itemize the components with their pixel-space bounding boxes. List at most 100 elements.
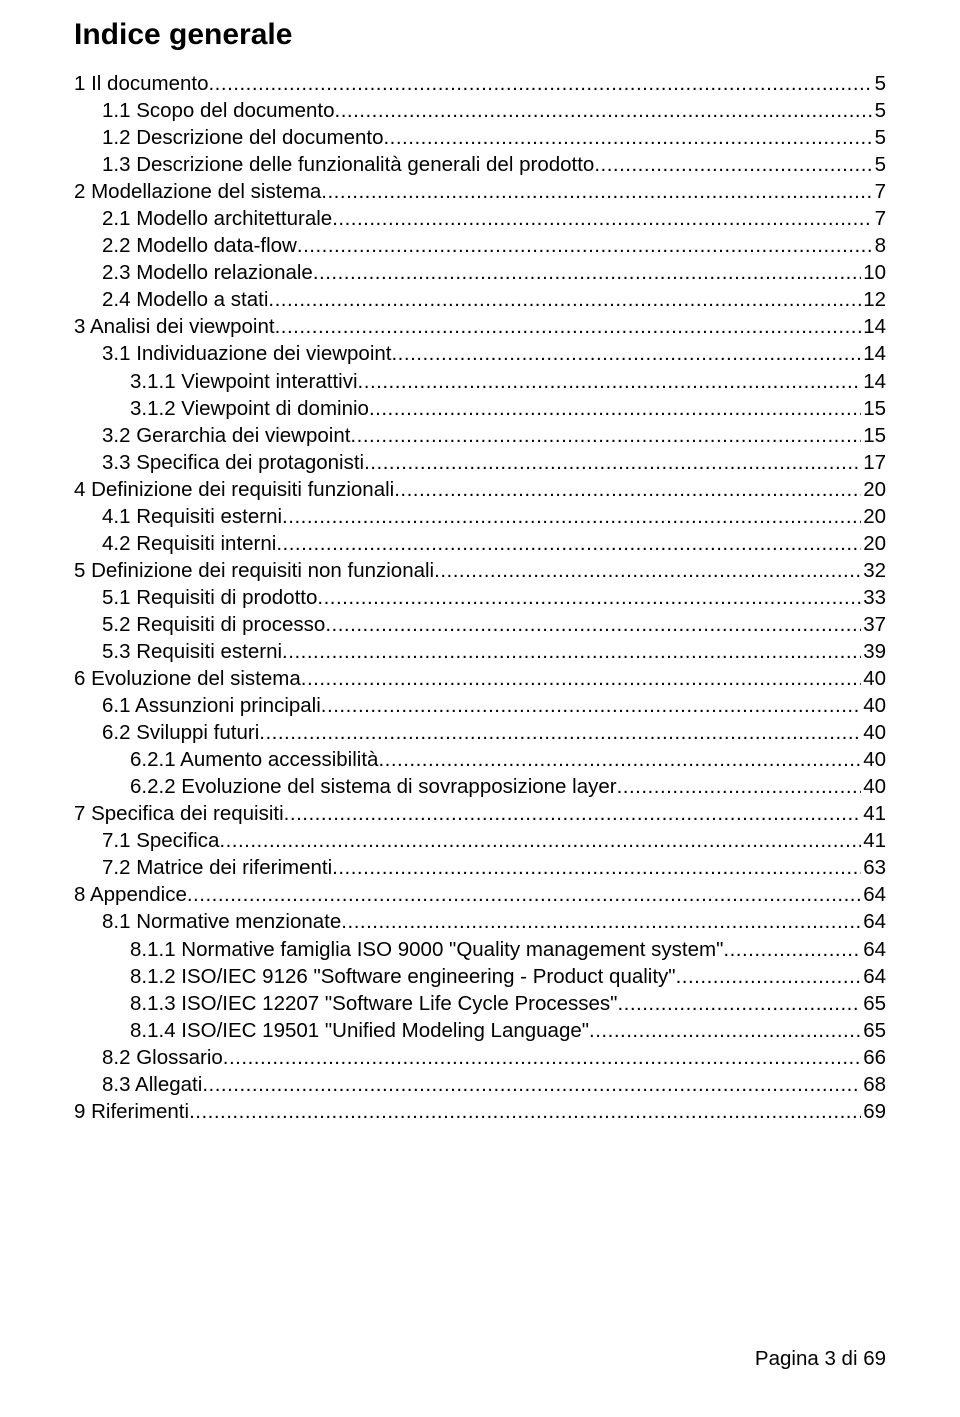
toc-entry-page: 40: [861, 665, 886, 692]
toc-entry-page: 20: [861, 503, 886, 530]
toc-entry-leader: [676, 963, 862, 990]
toc-entry-label: 3 Analisi dei viewpoint: [74, 313, 275, 340]
toc-entry-page: 41: [861, 827, 886, 854]
toc-entry-page: 64: [861, 936, 886, 963]
toc-entry-leader: [335, 97, 873, 124]
toc-entry: 6.2.1 Aumento accessibilità40: [74, 746, 886, 773]
toc-entry-page: 64: [861, 963, 886, 990]
toc-entry-leader: [350, 422, 861, 449]
toc-entry-label: 8.1.1 Normative famiglia ISO 9000 "Quali…: [130, 936, 723, 963]
toc-entry-label: 7.1 Specifica: [102, 827, 219, 854]
toc-entry: 2.2 Modello data-flow8: [74, 232, 886, 259]
toc-entry-leader: [369, 395, 861, 422]
page-footer: Pagina 3 di 69: [755, 1347, 886, 1371]
toc-entry: 4.1 Requisiti esterni 20: [74, 503, 886, 530]
toc-entry-leader: [223, 1044, 861, 1071]
toc-entry: 4.2 Requisiti interni 20: [74, 530, 886, 557]
toc-entry: 3 Analisi dei viewpoint 14: [74, 313, 886, 340]
toc-entry-label: 1.3 Descrizione delle funzionalità gener…: [102, 151, 594, 178]
toc-entry-leader: [589, 1017, 861, 1044]
toc-entry-page: 17: [861, 449, 886, 476]
toc-entry-label: 8.2 Glossario: [102, 1044, 223, 1071]
toc-entry-leader: [189, 1098, 861, 1125]
toc-entry: 2.3 Modello relazionale10: [74, 259, 886, 286]
toc-entry-leader: [297, 232, 873, 259]
toc-entry: 2.4 Modello a stati 12: [74, 286, 886, 313]
toc-entry: 5 Definizione dei requisiti non funziona…: [74, 557, 886, 584]
toc-entry-page: 64: [861, 881, 886, 908]
toc-entry-page: 39: [861, 638, 886, 665]
toc-entry-page: 69: [861, 1098, 886, 1125]
toc-entry: 3.1 Individuazione dei viewpoint14: [74, 340, 886, 367]
toc-entry-page: 41: [861, 800, 886, 827]
toc-entry: 7 Specifica dei requisiti 41: [74, 800, 886, 827]
toc-entry-leader: [276, 530, 861, 557]
toc-entry-label: 5.1 Requisiti di prodotto: [102, 584, 317, 611]
toc-entry-page: 7: [873, 205, 886, 232]
toc-entry-label: 5.2 Requisiti di processo: [102, 611, 325, 638]
toc-entry-leader: [325, 611, 861, 638]
toc-entry-leader: [378, 746, 861, 773]
toc-entry: 8.1.2 ISO/IEC 9126 "Software engineering…: [74, 963, 886, 990]
toc-entry: 3.1.2 Viewpoint di dominio15: [74, 395, 886, 422]
toc-entry-page: 5: [873, 124, 886, 151]
toc-entry-label: 1.1 Scopo del documento: [102, 97, 335, 124]
toc-entry-leader: [341, 908, 861, 935]
toc-entry: 5.1 Requisiti di prodotto 33: [74, 584, 886, 611]
toc-entry-leader: [723, 936, 861, 963]
toc-entry: 9 Riferimenti 69: [74, 1098, 886, 1125]
toc-entry-label: 8.1 Normative menzionate: [102, 908, 341, 935]
toc-entry: 5.3 Requisiti esterni 39: [74, 638, 886, 665]
toc-entry-page: 37: [861, 611, 886, 638]
toc-entry: 8 Appendice 64: [74, 881, 886, 908]
toc-entry-label: 6.1 Assunzioni principali: [102, 692, 321, 719]
toc-entry: 3.2 Gerarchia dei viewpoint 15: [74, 422, 886, 449]
toc-entry-label: 2.1 Modello architetturale: [102, 205, 332, 232]
toc-entry-leader: [301, 665, 861, 692]
table-of-contents: 1 Il documento51.1 Scopo del documento51…: [74, 70, 886, 1125]
toc-entry-label: 9 Riferimenti: [74, 1098, 189, 1125]
toc-entry: 8.1.3 ISO/IEC 12207 "Software Life Cycle…: [74, 990, 886, 1017]
document-page: Indice generale 1 Il documento51.1 Scopo…: [0, 0, 960, 1417]
toc-entry-label: 2.4 Modello a stati: [102, 286, 268, 313]
toc-entry-label: 6.2.2 Evoluzione del sistema di sovrappo…: [130, 773, 617, 800]
toc-entry-label: 8.1.2 ISO/IEC 9126 "Software engineering…: [130, 963, 676, 990]
toc-entry-page: 7: [873, 178, 886, 205]
toc-entry-leader: [391, 340, 861, 367]
toc-entry-leader: [383, 124, 872, 151]
toc-entry-leader: [332, 854, 861, 881]
toc-entry: 7.2 Matrice dei riferimenti 63: [74, 854, 886, 881]
toc-entry: 8.1 Normative menzionate 64: [74, 908, 886, 935]
toc-entry-page: 65: [861, 1017, 886, 1044]
toc-entry: 5.2 Requisiti di processo 37: [74, 611, 886, 638]
toc-entry: 3.1.1 Viewpoint interattivi14: [74, 368, 886, 395]
toc-entry-label: 3.2 Gerarchia dei viewpoint: [102, 422, 350, 449]
toc-entry-label: 1 Il documento: [74, 70, 208, 97]
toc-entry-leader: [594, 151, 872, 178]
toc-entry: 3.3 Specifica dei protagonisti17: [74, 449, 886, 476]
toc-entry-page: 5: [873, 97, 886, 124]
toc-entry-leader: [208, 70, 872, 97]
toc-entry-leader: [275, 313, 862, 340]
toc-entry-leader: [321, 178, 872, 205]
toc-entry: 8.1.4 ISO/IEC 19501 "Unified Modeling La…: [74, 1017, 886, 1044]
toc-entry: 7.1 Specifica 41: [74, 827, 886, 854]
toc-entry-leader: [187, 881, 861, 908]
toc-entry-leader: [394, 476, 861, 503]
toc-entry-page: 12: [861, 286, 886, 313]
toc-entry-page: 64: [861, 908, 886, 935]
toc-entry-leader: [617, 990, 861, 1017]
toc-entry-leader: [219, 827, 861, 854]
toc-entry-page: 40: [861, 692, 886, 719]
toc-entry: 8.3 Allegati 68: [74, 1071, 886, 1098]
toc-entry-label: 5 Definizione dei requisiti non funziona…: [74, 557, 434, 584]
toc-entry-leader: [268, 286, 861, 313]
toc-entry: 8.1.1 Normative famiglia ISO 9000 "Quali…: [74, 936, 886, 963]
toc-entry-leader: [282, 503, 861, 530]
toc-entry-label: 3.1 Individuazione dei viewpoint: [102, 340, 391, 367]
toc-entry: 1 Il documento5: [74, 70, 886, 97]
toc-entry-label: 2.2 Modello data-flow: [102, 232, 297, 259]
toc-entry-leader: [332, 205, 872, 232]
toc-entry-leader: [358, 368, 862, 395]
toc-entry-label: 4.2 Requisiti interni: [102, 530, 276, 557]
